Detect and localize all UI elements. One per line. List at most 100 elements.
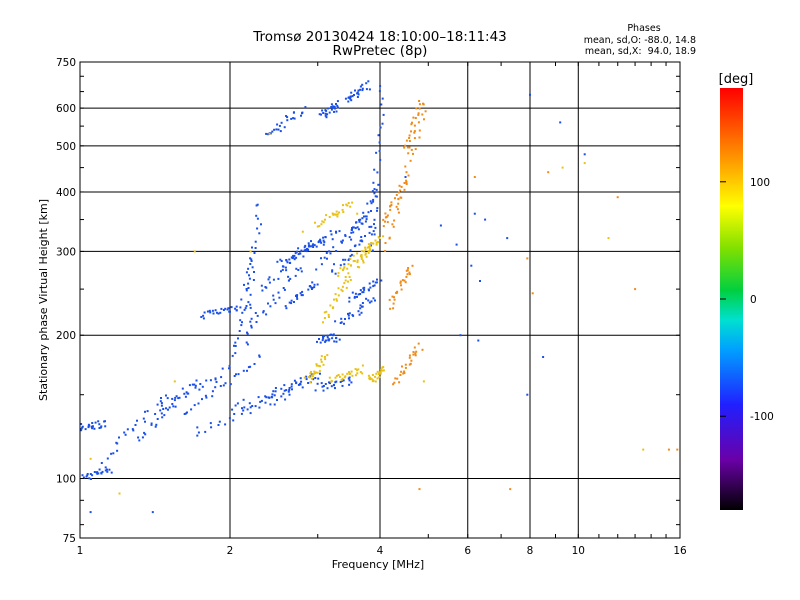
data-point <box>93 471 96 473</box>
data-point <box>362 291 365 294</box>
data-point <box>310 373 313 376</box>
data-point <box>365 82 368 85</box>
data-point <box>99 426 102 429</box>
y-tick-label: 300 <box>56 246 76 258</box>
data-point <box>288 258 291 261</box>
data-point <box>347 259 350 261</box>
data-point <box>171 403 174 405</box>
data-point <box>369 249 372 252</box>
data-point <box>181 387 184 390</box>
data-point <box>353 94 355 96</box>
data-point <box>327 339 330 342</box>
data-point <box>329 252 332 255</box>
data-point <box>132 429 135 432</box>
data-point <box>361 302 364 304</box>
data-point <box>253 271 255 273</box>
data-point <box>325 252 328 254</box>
data-point <box>413 124 416 127</box>
data-point <box>214 386 217 389</box>
data-point <box>348 300 351 303</box>
data-point <box>561 166 564 169</box>
data-point <box>204 430 207 433</box>
data-point <box>313 286 316 289</box>
data-point <box>267 396 270 399</box>
data-point <box>338 211 341 214</box>
data-point <box>293 379 296 382</box>
phase-box-x-stats: mean, sd,X: 94.0, 18.9 <box>585 46 696 57</box>
data-point <box>275 128 278 131</box>
data-point <box>403 146 406 149</box>
data-point <box>89 511 92 514</box>
data-point <box>87 425 90 428</box>
data-point <box>294 274 297 277</box>
data-point <box>374 281 377 284</box>
data-point <box>80 429 83 432</box>
data-point <box>616 196 619 199</box>
data-point <box>247 282 250 285</box>
data-point <box>338 375 341 378</box>
data-point <box>392 383 395 386</box>
data-point <box>343 263 346 266</box>
data-point <box>286 261 289 264</box>
data-point <box>283 126 286 129</box>
data-point <box>173 380 176 383</box>
data-point <box>331 107 334 110</box>
data-point <box>287 275 290 278</box>
data-point <box>418 100 421 102</box>
data-point <box>317 364 320 367</box>
data-point <box>300 270 303 273</box>
data-point <box>376 377 379 380</box>
data-point <box>326 113 329 116</box>
data-point <box>372 198 375 201</box>
data-point <box>642 448 645 451</box>
data-point <box>208 309 211 312</box>
data-point <box>401 365 403 368</box>
data-point <box>399 196 402 199</box>
data-point <box>348 371 350 374</box>
data-point <box>210 426 213 429</box>
data-point <box>411 121 413 124</box>
data-point <box>399 189 402 192</box>
data-point <box>364 252 367 255</box>
data-point <box>209 311 212 314</box>
y-tick-label: 600 <box>56 103 76 115</box>
data-point <box>136 419 138 422</box>
data-point <box>312 373 315 375</box>
data-point <box>404 363 407 366</box>
data-point <box>412 353 415 356</box>
data-point <box>246 331 248 334</box>
data-point <box>336 104 339 107</box>
data-point <box>401 279 404 282</box>
data-point <box>232 419 235 422</box>
data-point <box>345 286 348 289</box>
data-point <box>559 121 562 124</box>
data-point <box>328 250 331 253</box>
data-point <box>301 386 304 389</box>
data-point <box>370 233 373 236</box>
data-point <box>404 144 407 147</box>
data-point <box>196 426 199 429</box>
data-point <box>205 396 208 399</box>
data-point <box>405 269 408 272</box>
data-point <box>421 348 424 351</box>
data-point <box>156 418 159 420</box>
data-point <box>293 254 296 257</box>
data-point <box>348 372 351 375</box>
data-point <box>384 220 386 223</box>
data-point <box>253 363 256 365</box>
data-point <box>335 299 338 302</box>
data-point <box>324 340 327 343</box>
data-point <box>382 218 385 221</box>
data-point <box>347 263 350 266</box>
data-point <box>373 223 375 226</box>
data-point <box>291 388 293 391</box>
data-point <box>337 294 340 297</box>
data-point <box>245 288 248 290</box>
data-point <box>340 317 343 320</box>
data-point <box>190 408 193 411</box>
data-point <box>396 208 399 211</box>
data-point <box>251 246 253 249</box>
data-point <box>340 240 343 243</box>
data-point <box>370 210 372 212</box>
data-point <box>318 365 321 368</box>
